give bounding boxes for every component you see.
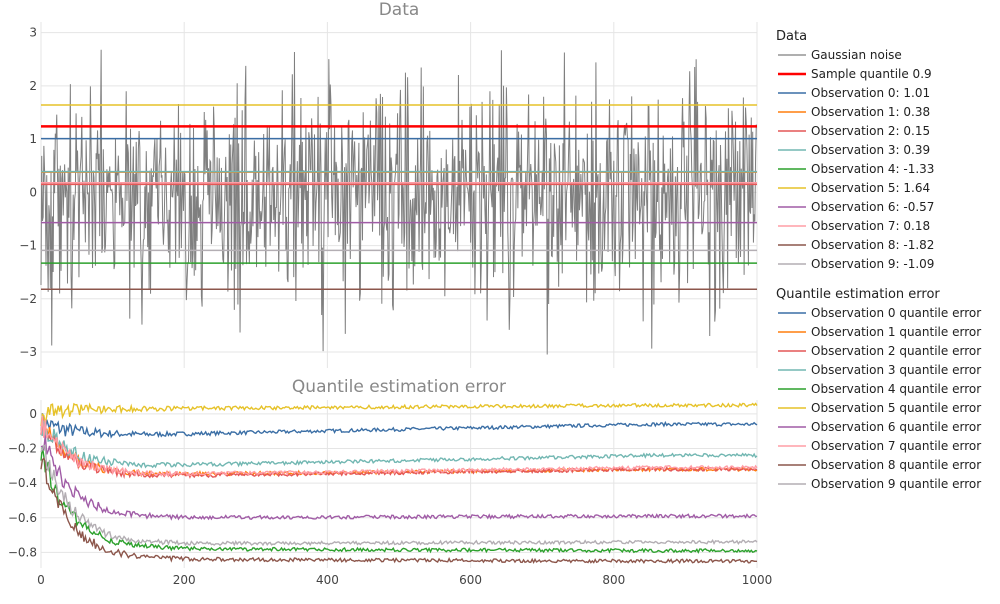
x-tick-label: 800: [602, 573, 625, 587]
legend-entry-label: Observation 8: -1.82: [811, 238, 934, 252]
legend-entry-label: Observation 2 quantile error: [811, 344, 981, 358]
legend-entry-label: Gaussian noise: [811, 48, 902, 62]
gaussian-noise-line: [40, 49, 757, 355]
bottom-y-tick-label: −0.6: [8, 511, 37, 525]
legend-entry-label: Observation 2: 0.15: [811, 124, 930, 138]
legend-entry-label: Observation 1: 0.38: [811, 105, 930, 119]
top-y-tick-label: 3: [29, 26, 37, 40]
error-series-line: [40, 444, 758, 547]
top-y-tick-label: −3: [19, 345, 37, 359]
top-chart-title: Data: [379, 0, 420, 20]
bottom-y-tick-label: −0.8: [8, 545, 37, 559]
legend-entry-label: Observation 7: 0.18: [811, 219, 930, 233]
top-y-tick-label: −2: [19, 292, 37, 306]
error-series-line: [40, 417, 758, 479]
legend-entry-label: Observation 0: 1.01: [811, 86, 930, 100]
error-series-line: [40, 435, 758, 521]
legend-entry-label: Observation 9 quantile error: [811, 477, 981, 491]
x-tick-label: 0: [37, 573, 45, 587]
error-series-line: [40, 447, 758, 554]
legend-group-data-title: Data: [776, 29, 807, 44]
top-y-tick-label: 2: [29, 79, 37, 93]
legend-entry-label: Observation 5 quantile error: [811, 401, 981, 415]
legend-entry-label: Observation 5: 1.64: [811, 181, 930, 195]
bottom-y-tick-label: 0: [29, 407, 37, 421]
error-series-line: [40, 413, 758, 439]
legend-group-error-title: Quantile estimation error: [776, 287, 940, 302]
x-tick-label: 1000: [742, 573, 773, 587]
top-y-tick-label: −1: [19, 239, 37, 253]
legend-entry-label: Observation 9: -1.09: [811, 257, 934, 271]
legend-entry-label: Observation 4 quantile error: [811, 382, 981, 396]
x-tick-label: 400: [316, 573, 339, 587]
bottom-chart-title: Quantile estimation error: [292, 377, 506, 397]
top-y-tick-label: 0: [29, 185, 37, 199]
legend-entry-label: Observation 0 quantile error: [811, 306, 981, 320]
error-series-line: [40, 457, 758, 565]
bottom-y-tick-label: −0.2: [8, 441, 37, 455]
legend-entry-label: Observation 1 quantile error: [811, 325, 981, 339]
error-series-line: [40, 415, 758, 478]
legend-entry-label: Observation 6: -0.57: [811, 200, 934, 214]
legend-entry-label: Observation 6 quantile error: [811, 420, 981, 434]
bottom-y-tick-label: −0.4: [8, 476, 37, 490]
legend-entry-label: Observation 3: 0.39: [811, 143, 930, 157]
legend-entry-label: Observation 8 quantile error: [811, 458, 981, 472]
legend-entry-label: Observation 7 quantile error: [811, 439, 981, 453]
top-y-tick-label: 1: [29, 132, 37, 146]
error-series-line: [40, 402, 758, 427]
x-tick-label: 200: [173, 573, 196, 587]
x-tick-label: 600: [459, 573, 482, 587]
legend-entry-label: Observation 4: -1.33: [811, 162, 934, 176]
legend-entry-label: Sample quantile 0.9: [811, 67, 932, 81]
error-series-line: [40, 420, 758, 469]
legend-entry-label: Observation 3 quantile error: [811, 363, 981, 377]
